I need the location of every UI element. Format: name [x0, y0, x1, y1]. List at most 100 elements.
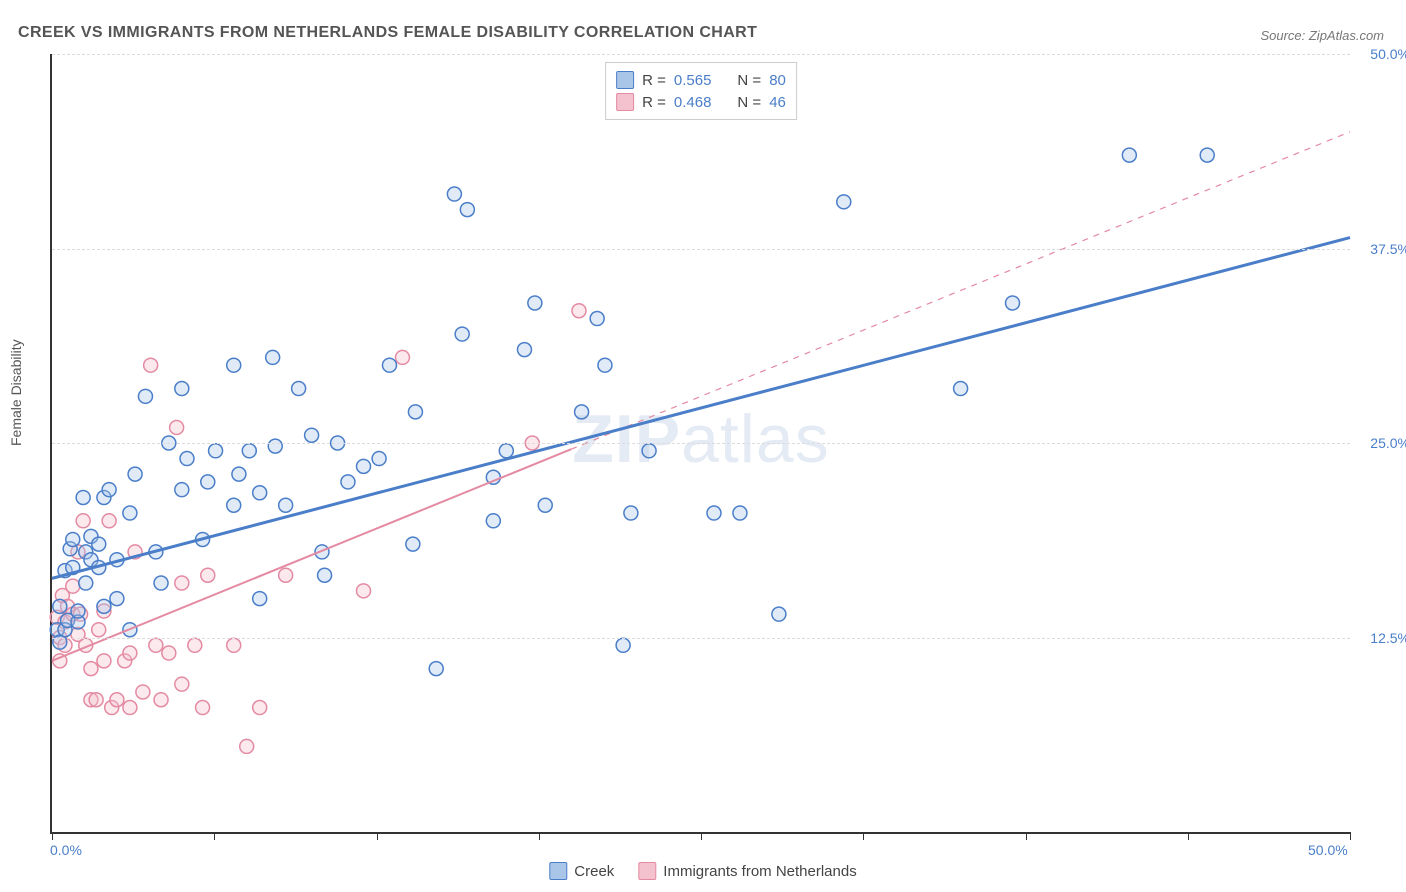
data-point: [240, 739, 254, 753]
x-tick: [701, 832, 702, 840]
legend-swatch-netherlands: [638, 862, 656, 880]
data-point: [209, 444, 223, 458]
data-point: [253, 701, 267, 715]
data-point: [341, 475, 355, 489]
data-point: [201, 568, 215, 582]
data-point: [227, 498, 241, 512]
data-point: [382, 358, 396, 372]
data-point: [772, 607, 786, 621]
x-tick: [863, 832, 864, 840]
data-point: [598, 358, 612, 372]
data-point: [175, 483, 189, 497]
data-point: [460, 203, 474, 217]
data-point: [227, 638, 241, 652]
data-point: [408, 405, 422, 419]
data-point: [954, 382, 968, 396]
data-point: [97, 599, 111, 613]
x-tick: [214, 832, 215, 840]
data-point: [357, 584, 371, 598]
data-point: [499, 444, 513, 458]
source-label: Source: ZipAtlas.com: [1260, 28, 1384, 43]
data-point: [102, 514, 116, 528]
data-point: [66, 532, 80, 546]
data-point: [707, 506, 721, 520]
data-point: [76, 490, 90, 504]
x-tick: [1350, 832, 1351, 840]
data-point: [144, 358, 158, 372]
data-point: [175, 576, 189, 590]
data-point: [538, 498, 552, 512]
data-point: [89, 693, 103, 707]
legend-label: Creek: [574, 863, 614, 880]
data-point: [123, 646, 137, 660]
trendline-extrapolated: [571, 132, 1350, 449]
data-point: [395, 350, 409, 364]
data-point: [486, 514, 500, 528]
data-point: [406, 537, 420, 551]
x-tick: [539, 832, 540, 840]
x-tick: [377, 832, 378, 840]
data-point: [123, 506, 137, 520]
data-point: [175, 382, 189, 396]
gridline: [52, 54, 1350, 55]
data-point: [175, 677, 189, 691]
data-point: [357, 459, 371, 473]
chart-title: CREEK VS IMMIGRANTS FROM NETHERLANDS FEM…: [18, 24, 757, 42]
legend-swatch-creek: [549, 862, 567, 880]
data-point: [71, 604, 85, 618]
data-point: [201, 475, 215, 489]
data-point: [1006, 296, 1020, 310]
data-point: [572, 304, 586, 318]
y-axis-label: Female Disability: [8, 339, 24, 446]
data-point: [162, 646, 176, 660]
data-point: [138, 389, 152, 403]
data-point: [110, 693, 124, 707]
data-point: [429, 662, 443, 676]
data-point: [642, 444, 656, 458]
data-point: [123, 701, 137, 715]
data-point: [170, 420, 184, 434]
data-point: [253, 592, 267, 606]
data-point: [616, 638, 630, 652]
gridline: [52, 249, 1350, 250]
y-tick-label: 37.5%: [1355, 241, 1406, 257]
data-point: [92, 537, 106, 551]
gridline: [52, 443, 1350, 444]
data-point: [733, 506, 747, 520]
gridline: [52, 638, 1350, 639]
data-point: [76, 514, 90, 528]
data-point: [154, 576, 168, 590]
data-point: [232, 467, 246, 481]
data-point: [53, 599, 67, 613]
data-point: [79, 576, 93, 590]
data-point: [128, 467, 142, 481]
data-point: [624, 506, 638, 520]
data-point: [180, 452, 194, 466]
data-point: [268, 439, 282, 453]
data-point: [84, 662, 98, 676]
data-point: [136, 685, 150, 699]
plot-area: ZIPatlas R = 0.565 N = 80 R = 0.468 N = …: [50, 54, 1350, 834]
data-point: [305, 428, 319, 442]
x-tick: [1026, 832, 1027, 840]
x-tick: [52, 832, 53, 840]
data-point: [154, 693, 168, 707]
data-point: [1122, 148, 1136, 162]
data-point: [253, 486, 267, 500]
data-point: [227, 358, 241, 372]
legend-series: Creek Immigrants from Netherlands: [549, 862, 856, 880]
data-point: [318, 568, 332, 582]
data-point: [188, 638, 202, 652]
legend-label: Immigrants from Netherlands: [663, 863, 856, 880]
data-point: [279, 498, 293, 512]
data-point: [455, 327, 469, 341]
legend-item-creek: Creek: [549, 862, 614, 880]
data-point: [528, 296, 542, 310]
correlation-chart: CREEK VS IMMIGRANTS FROM NETHERLANDS FEM…: [0, 0, 1406, 892]
x-tick: [1188, 832, 1189, 840]
data-point: [242, 444, 256, 458]
data-point: [372, 452, 386, 466]
y-tick-label: 25.0%: [1355, 435, 1406, 451]
data-point: [97, 654, 111, 668]
trendline: [52, 238, 1350, 579]
